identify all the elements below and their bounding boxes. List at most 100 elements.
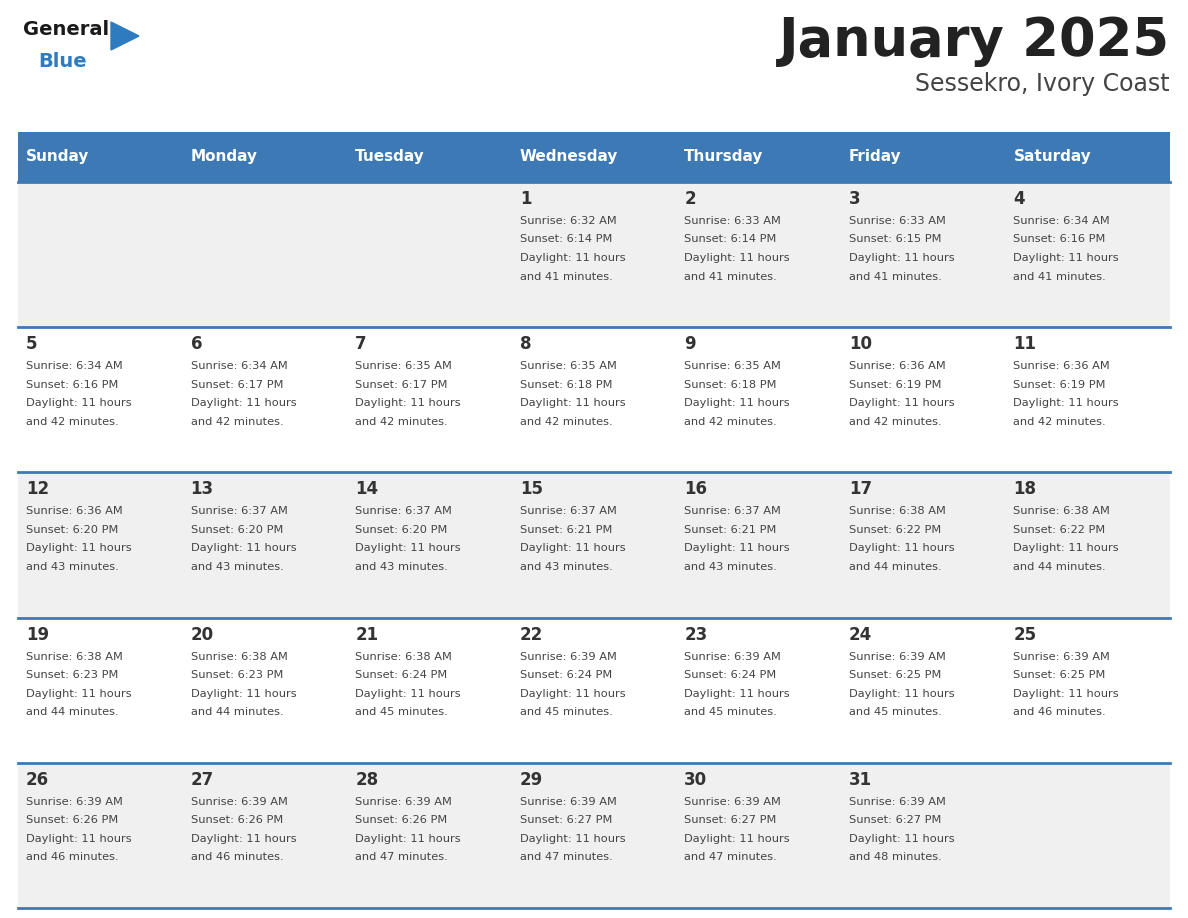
Text: 5: 5 bbox=[26, 335, 38, 353]
Text: and 44 minutes.: and 44 minutes. bbox=[849, 562, 941, 572]
Text: Daylight: 11 hours: Daylight: 11 hours bbox=[684, 398, 790, 409]
Text: and 41 minutes.: and 41 minutes. bbox=[684, 272, 777, 282]
Text: Daylight: 11 hours: Daylight: 11 hours bbox=[519, 688, 625, 699]
Text: Daylight: 11 hours: Daylight: 11 hours bbox=[26, 543, 132, 554]
Text: 29: 29 bbox=[519, 771, 543, 789]
Text: Daylight: 11 hours: Daylight: 11 hours bbox=[1013, 398, 1119, 409]
Text: Sunrise: 6:39 AM: Sunrise: 6:39 AM bbox=[849, 652, 946, 662]
Text: Daylight: 11 hours: Daylight: 11 hours bbox=[849, 253, 954, 263]
Text: 14: 14 bbox=[355, 480, 378, 498]
Bar bbox=[18, 132, 183, 182]
Text: and 42 minutes.: and 42 minutes. bbox=[684, 417, 777, 427]
Text: 4: 4 bbox=[1013, 190, 1025, 208]
Text: Daylight: 11 hours: Daylight: 11 hours bbox=[684, 253, 790, 263]
Text: Friday: Friday bbox=[849, 150, 902, 164]
Text: Sunset: 6:19 PM: Sunset: 6:19 PM bbox=[1013, 380, 1106, 390]
Text: Sunrise: 6:38 AM: Sunrise: 6:38 AM bbox=[190, 652, 287, 662]
Text: 1: 1 bbox=[519, 190, 531, 208]
Text: Sunset: 6:19 PM: Sunset: 6:19 PM bbox=[849, 380, 941, 390]
Text: and 46 minutes.: and 46 minutes. bbox=[190, 852, 283, 862]
Text: and 47 minutes.: and 47 minutes. bbox=[519, 852, 613, 862]
Text: Daylight: 11 hours: Daylight: 11 hours bbox=[355, 543, 461, 554]
Text: Sunset: 6:16 PM: Sunset: 6:16 PM bbox=[26, 380, 119, 390]
Text: Sunrise: 6:36 AM: Sunrise: 6:36 AM bbox=[849, 361, 946, 371]
Text: Sunrise: 6:38 AM: Sunrise: 6:38 AM bbox=[355, 652, 451, 662]
Text: Sunrise: 6:33 AM: Sunrise: 6:33 AM bbox=[849, 216, 946, 226]
Text: 25: 25 bbox=[1013, 625, 1037, 644]
Text: and 44 minutes.: and 44 minutes. bbox=[190, 707, 283, 717]
Text: 19: 19 bbox=[26, 625, 49, 644]
Text: Daylight: 11 hours: Daylight: 11 hours bbox=[190, 543, 296, 554]
Text: Sunrise: 6:39 AM: Sunrise: 6:39 AM bbox=[26, 797, 122, 807]
Text: and 45 minutes.: and 45 minutes. bbox=[355, 707, 448, 717]
Text: Sunset: 6:22 PM: Sunset: 6:22 PM bbox=[849, 525, 941, 535]
Text: and 43 minutes.: and 43 minutes. bbox=[684, 562, 777, 572]
Text: Blue: Blue bbox=[38, 52, 87, 71]
Text: Sunrise: 6:33 AM: Sunrise: 6:33 AM bbox=[684, 216, 782, 226]
Text: Sunset: 6:17 PM: Sunset: 6:17 PM bbox=[355, 380, 448, 390]
Text: Sunset: 6:24 PM: Sunset: 6:24 PM bbox=[355, 670, 448, 680]
Text: 26: 26 bbox=[26, 771, 49, 789]
Text: 21: 21 bbox=[355, 625, 378, 644]
Text: 15: 15 bbox=[519, 480, 543, 498]
Text: Daylight: 11 hours: Daylight: 11 hours bbox=[849, 398, 954, 409]
Text: and 44 minutes.: and 44 minutes. bbox=[1013, 562, 1106, 572]
Text: Sunset: 6:20 PM: Sunset: 6:20 PM bbox=[355, 525, 448, 535]
Text: Sunrise: 6:39 AM: Sunrise: 6:39 AM bbox=[684, 652, 782, 662]
Text: Sunset: 6:27 PM: Sunset: 6:27 PM bbox=[519, 815, 612, 825]
Text: Sunset: 6:24 PM: Sunset: 6:24 PM bbox=[519, 670, 612, 680]
Text: Sunset: 6:26 PM: Sunset: 6:26 PM bbox=[355, 815, 448, 825]
Text: 12: 12 bbox=[26, 480, 49, 498]
Text: and 41 minutes.: and 41 minutes. bbox=[849, 272, 942, 282]
Text: Daylight: 11 hours: Daylight: 11 hours bbox=[190, 834, 296, 844]
Text: and 46 minutes.: and 46 minutes. bbox=[1013, 707, 1106, 717]
Text: Sunday: Sunday bbox=[26, 150, 89, 164]
Text: 9: 9 bbox=[684, 335, 696, 353]
Bar bbox=[18, 763, 1170, 908]
Text: 8: 8 bbox=[519, 335, 531, 353]
Bar bbox=[347, 132, 512, 182]
Text: Sunset: 6:27 PM: Sunset: 6:27 PM bbox=[849, 815, 941, 825]
Text: Sunset: 6:26 PM: Sunset: 6:26 PM bbox=[190, 815, 283, 825]
Text: Wednesday: Wednesday bbox=[519, 150, 618, 164]
Text: Daylight: 11 hours: Daylight: 11 hours bbox=[684, 688, 790, 699]
Text: Daylight: 11 hours: Daylight: 11 hours bbox=[849, 834, 954, 844]
Text: and 42 minutes.: and 42 minutes. bbox=[519, 417, 612, 427]
Text: 16: 16 bbox=[684, 480, 707, 498]
Text: Sunrise: 6:38 AM: Sunrise: 6:38 AM bbox=[1013, 507, 1111, 517]
Text: Sunset: 6:20 PM: Sunset: 6:20 PM bbox=[190, 525, 283, 535]
Text: and 48 minutes.: and 48 minutes. bbox=[849, 852, 942, 862]
Text: Sunrise: 6:35 AM: Sunrise: 6:35 AM bbox=[355, 361, 451, 371]
Text: Daylight: 11 hours: Daylight: 11 hours bbox=[519, 253, 625, 263]
Text: 24: 24 bbox=[849, 625, 872, 644]
Text: Sunset: 6:14 PM: Sunset: 6:14 PM bbox=[684, 234, 777, 244]
Text: Sunset: 6:27 PM: Sunset: 6:27 PM bbox=[684, 815, 777, 825]
Text: Daylight: 11 hours: Daylight: 11 hours bbox=[355, 398, 461, 409]
Text: Sunset: 6:16 PM: Sunset: 6:16 PM bbox=[1013, 234, 1106, 244]
Text: 20: 20 bbox=[190, 625, 214, 644]
Text: Sunset: 6:22 PM: Sunset: 6:22 PM bbox=[1013, 525, 1106, 535]
Text: 18: 18 bbox=[1013, 480, 1036, 498]
Text: and 45 minutes.: and 45 minutes. bbox=[684, 707, 777, 717]
Text: Sunrise: 6:35 AM: Sunrise: 6:35 AM bbox=[519, 361, 617, 371]
Text: Daylight: 11 hours: Daylight: 11 hours bbox=[684, 543, 790, 554]
Text: Sunset: 6:24 PM: Sunset: 6:24 PM bbox=[684, 670, 777, 680]
Text: Daylight: 11 hours: Daylight: 11 hours bbox=[190, 398, 296, 409]
Text: and 43 minutes.: and 43 minutes. bbox=[355, 562, 448, 572]
Text: Tuesday: Tuesday bbox=[355, 150, 425, 164]
Text: 11: 11 bbox=[1013, 335, 1036, 353]
Text: 7: 7 bbox=[355, 335, 367, 353]
Text: 6: 6 bbox=[190, 335, 202, 353]
Bar bbox=[18, 327, 1170, 473]
Text: Sunrise: 6:37 AM: Sunrise: 6:37 AM bbox=[355, 507, 451, 517]
Text: Sunrise: 6:36 AM: Sunrise: 6:36 AM bbox=[1013, 361, 1110, 371]
Text: 2: 2 bbox=[684, 190, 696, 208]
Text: Sessekro, Ivory Coast: Sessekro, Ivory Coast bbox=[916, 72, 1170, 96]
Text: and 42 minutes.: and 42 minutes. bbox=[190, 417, 283, 427]
Text: and 43 minutes.: and 43 minutes. bbox=[26, 562, 119, 572]
Bar bbox=[841, 132, 1005, 182]
Text: General: General bbox=[23, 20, 109, 39]
Bar bbox=[18, 618, 1170, 763]
Text: and 45 minutes.: and 45 minutes. bbox=[519, 707, 613, 717]
Text: Sunset: 6:14 PM: Sunset: 6:14 PM bbox=[519, 234, 612, 244]
